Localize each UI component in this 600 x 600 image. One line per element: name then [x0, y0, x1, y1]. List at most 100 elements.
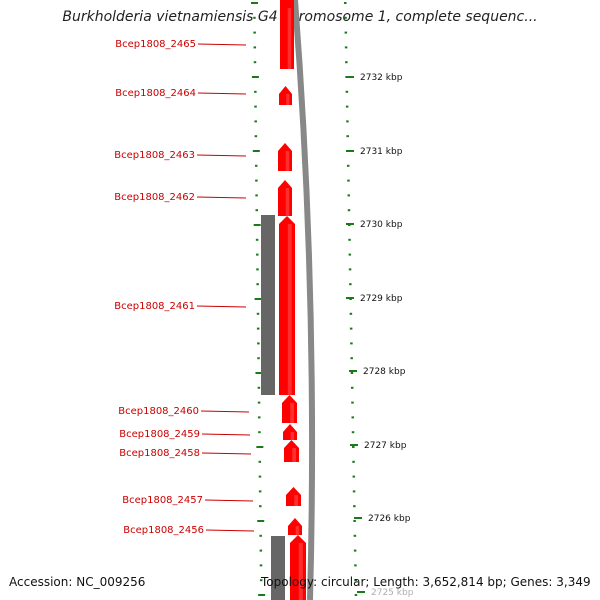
tick-mark-left: [256, 283, 259, 286]
major-tick-mark: [346, 150, 354, 152]
tick-mark-right: [347, 179, 350, 182]
minor-ticks-right: [344, 2, 358, 596]
tick-mark-left: [258, 594, 266, 596]
gene-highlight: [295, 526, 300, 535]
gray-gene-block[interactable]: [261, 215, 275, 395]
topology-text: Topology: circular; Length: 3,652,814 bp…: [261, 575, 591, 589]
tick-mark-left: [254, 298, 262, 300]
red-gene-arrow[interactable]: [279, 216, 295, 395]
label-leader-line: [197, 92, 247, 95]
tick-mark-right: [353, 549, 357, 552]
tick-mark-right: [346, 120, 349, 123]
red-gene-arrow[interactable]: [290, 535, 306, 600]
label-leader-line: [201, 433, 251, 436]
tick-mark-left: [257, 342, 260, 345]
red-gene-arrow[interactable]: [279, 86, 292, 105]
tick-mark-left: [252, 150, 260, 152]
major-tick-mark: [346, 297, 354, 299]
major-tick-mark: [346, 223, 354, 225]
tick-mark-right: [345, 61, 348, 64]
major-tick-mark: [350, 444, 358, 446]
gene-highlight: [287, 224, 292, 395]
red-gene-arrow[interactable]: [282, 395, 297, 423]
tick-mark-left: [257, 357, 260, 360]
tick-mark-left: [257, 520, 265, 522]
tick-mark-left: [253, 61, 257, 64]
tick-mark-right: [348, 268, 352, 271]
gene-label[interactable]: Bcep1808_2464: [115, 88, 196, 99]
gene-label[interactable]: Bcep1808_2456: [123, 525, 204, 536]
kbp-tick-label: 2732 kbp: [360, 73, 403, 83]
map-title: Burkholderia vietnamiensis G4 chromosome…: [62, 9, 538, 25]
tick-mark-right: [349, 327, 353, 330]
label-leader-line: [196, 305, 247, 308]
tick-mark-left: [255, 194, 258, 197]
tick-mark-left: [254, 120, 257, 123]
tick-mark-left: [256, 327, 260, 330]
tick-mark-right: [348, 238, 351, 241]
gene-label[interactable]: Bcep1808_2458: [119, 448, 200, 459]
tick-mark-left: [255, 372, 263, 374]
tick-mark-right: [354, 564, 357, 567]
major-tick-mark: [346, 76, 354, 78]
gene-label[interactable]: Bcep1808_2465: [115, 39, 196, 50]
chromosome-backbone: [292, 0, 316, 600]
gene-highlight: [286, 94, 290, 105]
kbp-tick-label: 2728 kbp: [363, 367, 406, 377]
kbp-tick-label: 2729 kbp: [360, 294, 403, 304]
tick-mark-left: [256, 268, 259, 271]
gene-label[interactable]: Bcep1808_2461: [114, 301, 195, 312]
label-leader-line: [197, 43, 247, 46]
tick-mark-right: [351, 401, 354, 404]
gene-highlight: [292, 448, 296, 462]
gene-label[interactable]: Bcep1808_2462: [114, 192, 195, 203]
tick-mark-right: [350, 372, 354, 374]
tick-mark-right: [351, 431, 355, 434]
label-leader-line: [196, 196, 247, 199]
tick-mark-right: [346, 164, 350, 167]
gene-label[interactable]: Bcep1808_2459: [119, 429, 200, 440]
tick-mark-left: [254, 164, 258, 167]
gene-label[interactable]: Bcep1808_2457: [122, 495, 203, 506]
tick-mark-right: [344, 46, 348, 49]
tick-mark-right: [353, 505, 356, 508]
tick-mark-right: [344, 2, 347, 4]
gene-highlight: [298, 543, 303, 600]
gene-label[interactable]: Bcep1808_2463: [114, 150, 195, 161]
red-gene-arrow[interactable]: [284, 440, 299, 462]
tick-mark-left: [253, 224, 261, 226]
label-leader-line: [201, 452, 252, 455]
tick-mark-left: [255, 238, 259, 241]
gene-label[interactable]: Bcep1808_2460: [118, 406, 199, 417]
tick-mark-right: [352, 460, 355, 463]
tick-mark-right: [353, 534, 357, 537]
tick-mark-right: [350, 342, 353, 345]
gene-highlight: [287, 8, 292, 69]
red-gene-arrow[interactable]: [278, 180, 292, 216]
tick-mark-left: [253, 46, 257, 49]
gene-highlight: [290, 432, 295, 440]
tick-mark-right: [350, 386, 354, 389]
tick-mark-left: [257, 401, 261, 404]
tick-mark-left: [258, 475, 262, 478]
tick-mark-left: [256, 253, 259, 256]
red-gene-arrow[interactable]: [280, 0, 294, 69]
tick-mark-left: [253, 16, 256, 19]
accession-text: Accession: NC_009256: [9, 575, 146, 589]
gene-labels[interactable]: Bcep1808_2465 Bcep1808_2464 Bcep1808_2463 B…: [114, 39, 255, 536]
gene-track[interactable]: [261, 0, 306, 600]
red-gene-arrow[interactable]: [286, 487, 301, 506]
red-gene-arrow[interactable]: [288, 518, 302, 535]
red-gene-arrow[interactable]: [283, 424, 297, 440]
kbp-tick-label: 2725 kbp: [371, 588, 414, 598]
red-gene-arrow[interactable]: [278, 143, 292, 171]
tick-mark-right: [347, 209, 351, 212]
tick-mark-left: [253, 31, 256, 34]
gray-gene-block[interactable]: [271, 536, 285, 600]
kbp-tick-label: 2730 kbp: [360, 220, 403, 230]
tick-mark-right: [344, 31, 348, 34]
gene-highlight: [285, 188, 290, 216]
tick-mark-left: [256, 446, 264, 448]
kbp-tick-label: 2731 kbp: [360, 147, 403, 157]
